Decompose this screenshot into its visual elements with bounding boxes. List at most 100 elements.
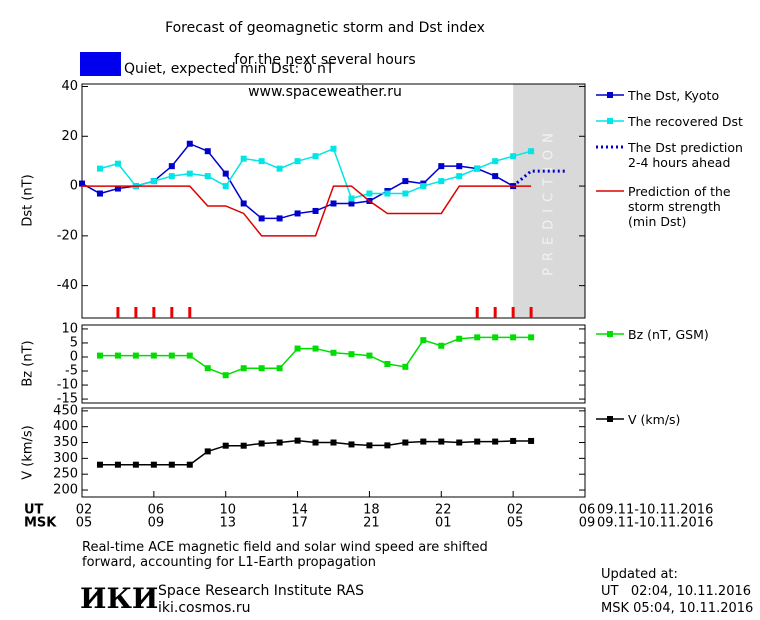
updated-msk: MSK 05:04, 10.11.2016 [601,601,754,616]
data-point [402,363,409,370]
legend-marker [607,118,613,124]
data-point [510,334,517,341]
y-tick-label: 20 [61,129,78,144]
data-point [222,442,229,449]
data-point [204,365,211,372]
x-tick-label-ut: 06 [148,503,165,518]
legend-label: V (km/s) [628,412,681,427]
x-tick-label-msk: 13 [219,516,236,531]
data-point [276,165,283,172]
data-point [276,215,283,222]
data-point [456,335,463,342]
legend-label: The recovered Dst [628,114,743,129]
data-point [420,438,427,445]
series-line [99,336,532,377]
plot-frame [81,83,586,319]
data-point [150,352,157,359]
data-point [222,170,229,177]
x-tick-label-msk: 09 [148,516,165,531]
prediction-region [513,84,585,318]
data-point [312,439,319,446]
data-point [312,345,319,352]
data-point [114,352,121,359]
data-point [330,439,337,446]
y-tick-label: 300 [53,451,78,466]
data-point [402,439,409,446]
data-point [258,440,265,447]
data-point [222,372,229,379]
y-tick-label: 450 [53,403,78,418]
data-point [186,170,193,177]
title-line: Forecast of geomagnetic storm and Dst in… [165,20,485,36]
quiet-swatch [80,52,121,76]
data-point [456,173,463,180]
x-tick-label-ut: 10 [219,503,236,518]
data-point [312,207,319,214]
legend-label: Bz (nT, GSM) [628,327,709,342]
data-point [528,148,535,155]
data-point [168,352,175,359]
y-tick-label: -15 [57,392,78,407]
data-point [114,185,121,192]
prediction-label: PREDICTION [542,126,557,276]
data-point [348,441,355,448]
data-point [474,165,481,172]
data-point [402,178,409,185]
data-point [492,158,499,165]
data-point [330,200,337,207]
data-point [348,351,355,358]
data-point [330,349,337,356]
y-tick-label: 400 [53,419,78,434]
y-axis-label: V (km/s) [20,424,36,480]
data-point [492,173,499,180]
data-point [438,342,445,349]
data-point [204,448,211,455]
data-point [384,442,391,449]
x-tick-label-msk: 05 [76,516,93,531]
y-tick-label: 350 [53,435,78,450]
data-point [312,153,319,160]
msk-label: MSK [24,516,57,531]
data-point [528,334,535,341]
data-point [258,158,265,165]
data-point [150,178,157,185]
y-tick-label: 250 [53,467,78,482]
data-point [96,461,103,468]
data-point [438,163,445,170]
title-line: for the next several hours [234,52,416,68]
date-range-msk: 09.11-10.11.2016 [597,516,713,531]
data-point [348,200,355,207]
data-point [240,200,247,207]
note: Real-time ACE magnetic field and solar w… [82,540,488,570]
data-point [384,190,391,197]
date-range-ut: 09.11-10.11.2016 [597,503,713,518]
legend-label: The Dst, Kyoto [628,88,720,103]
data-point [186,140,193,147]
legend-marker [607,331,613,337]
data-point [474,438,481,445]
x-tick-label-msk: 17 [291,516,308,531]
data-point [276,439,283,446]
y-tick-label: 0 [70,349,78,364]
data-point [168,461,175,468]
data-point [474,334,481,341]
series-line [82,185,532,237]
data-point [186,352,193,359]
data-point [240,442,247,449]
data-point [114,461,121,468]
data-point [384,361,391,367]
y-tick-label: 40 [61,79,78,94]
data-point [366,442,373,449]
data-point [79,180,85,187]
data-point [150,461,157,468]
legend-marker [607,416,613,422]
data-point [96,352,103,359]
x-tick-label-ut: 22 [435,503,452,518]
data-point [114,160,121,167]
y-tick-label: 0 [70,179,78,194]
data-point [168,163,175,170]
x-tick-label-ut: 06 [579,503,596,518]
data-point [294,437,301,444]
